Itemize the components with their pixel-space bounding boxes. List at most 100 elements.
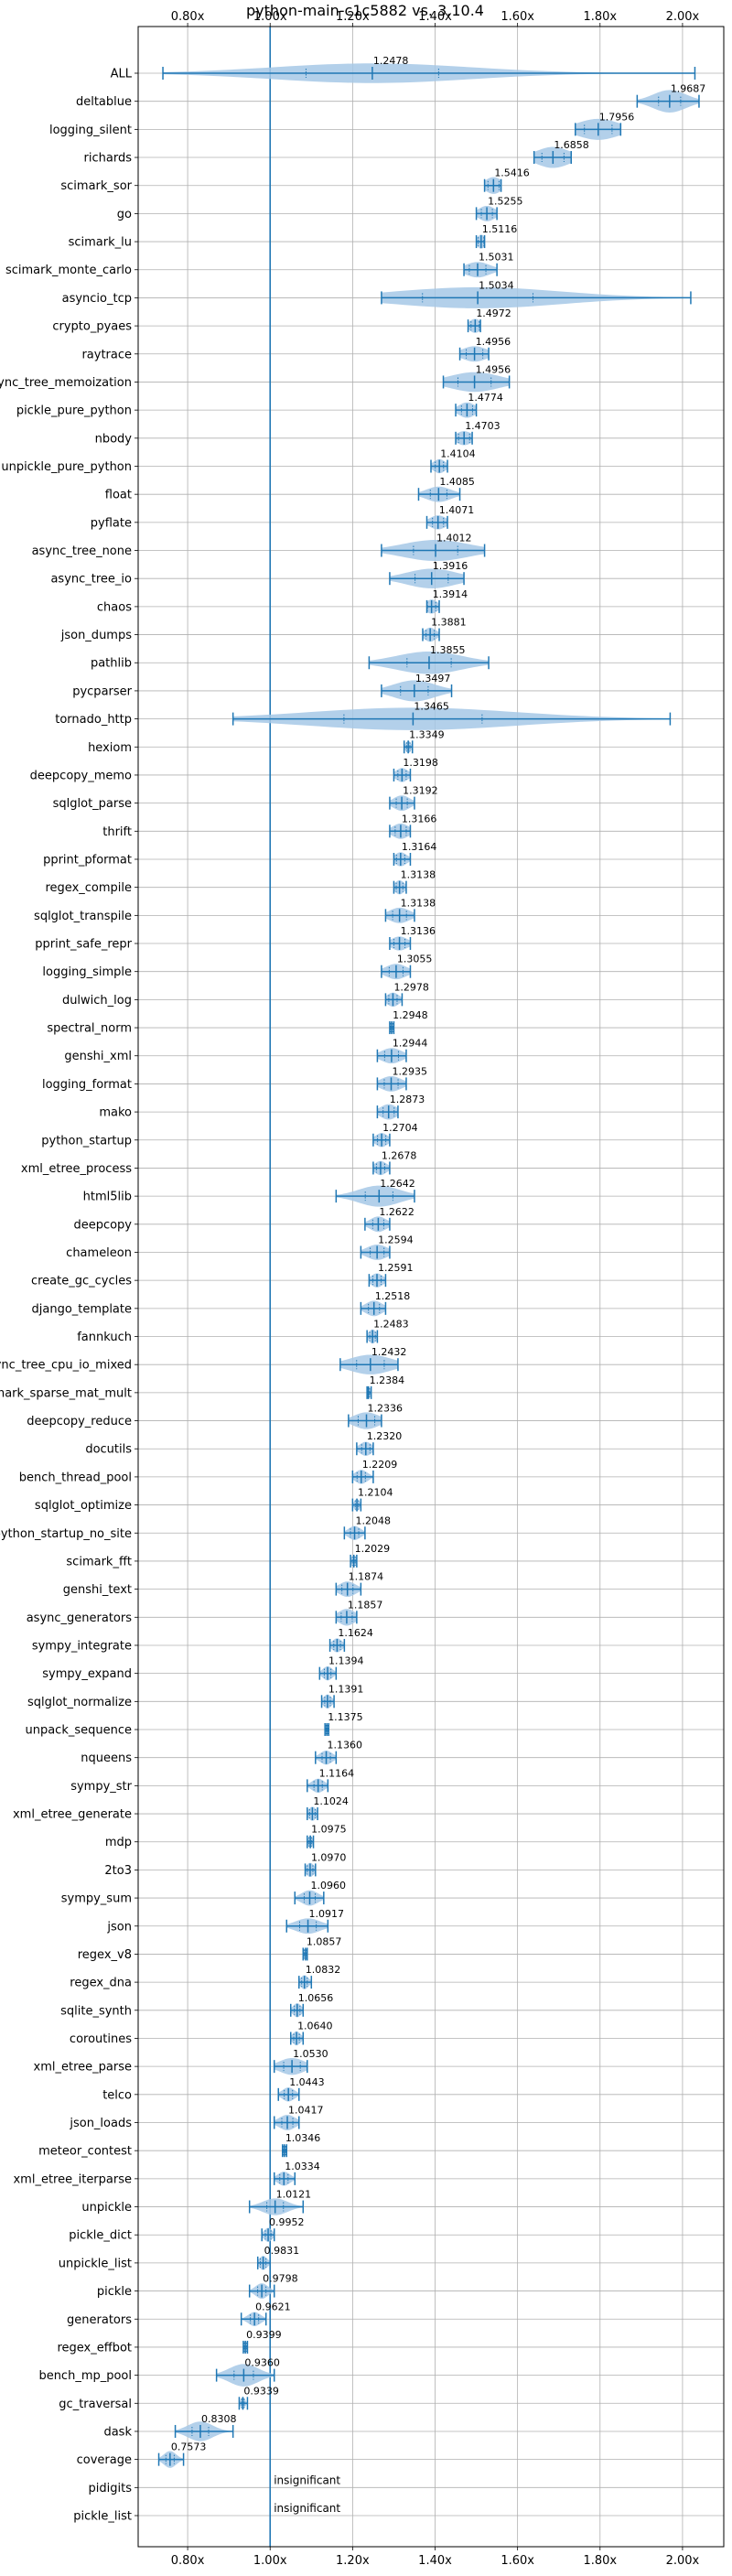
benchmark-violin: 0.8308 [174,2413,236,2441]
y-tick-label: html5lib [83,1191,132,1204]
benchmark-violin: 1.1874 [335,1571,384,1598]
value-label: 1.1857 [348,1599,383,1611]
value-label: 1.2104 [358,1487,393,1499]
benchmark-violin: 1.3349 [403,728,445,754]
y-tick-label: unpickle_pure_python [1,460,132,474]
benchmark-violin: 1.3138 [393,869,436,895]
benchmark-violin: 1.2478 [162,55,696,83]
y-tick-label: xml_etree_generate [13,1808,132,1822]
x-tick-label-top: 1.60x [501,10,534,24]
y-tick-label: sqlglot_optimize [35,1499,132,1513]
y-tick-label: deepcopy_reduce [27,1415,132,1428]
y-tick-label: sympy_integrate [32,1639,132,1653]
value-label: 1.2622 [379,1206,414,1218]
y-tick-label: python_startup [41,1134,132,1148]
benchmark-violin: insignificant [274,2502,340,2515]
value-label: 1.4071 [439,504,475,516]
benchmark-violin: 1.5116 [475,223,518,249]
value-label: 1.5031 [479,252,514,264]
y-tick-label: mdp [105,1836,132,1849]
y-tick-label: ALL [111,68,133,81]
benchmark-violin: 1.3881 [422,617,467,642]
benchmark-violin: 1.3138 [384,897,436,923]
value-label: 1.1874 [349,1571,384,1583]
x-tick-label-bottom: 1.60x [501,2554,534,2568]
benchmark-violin: 1.5416 [483,167,530,194]
benchmark-violin: 1.6858 [533,139,589,168]
value-label: 1.6858 [554,139,589,151]
benchmark-violin: 1.2678 [372,1149,416,1176]
benchmark-violin: 1.2873 [376,1094,425,1120]
value-label: 1.7956 [599,111,635,123]
value-label: 0.7573 [171,2441,207,2453]
benchmark-violin: 1.0960 [294,1880,346,1906]
y-tick-label: deepcopy [73,1218,132,1232]
x-tick-label-top: 1.40x [418,10,452,24]
x-tick-label-top: 1.00x [253,10,287,24]
y-tick-label: pickle_pure_python [16,404,132,418]
x-tick-label-bottom: 2.00x [666,2554,700,2568]
value-label: 1.5116 [482,223,518,235]
benchmark-violin: 1.2384 [366,1374,404,1399]
value-label: 0.9798 [263,2273,298,2285]
value-label: 1.2432 [371,1346,407,1358]
value-label: 1.2483 [373,1319,409,1331]
value-label: 1.9687 [671,83,706,95]
value-label: 1.3855 [430,644,466,656]
benchmark-violin: 1.3166 [389,813,436,839]
benchmark-violin: 1.2518 [360,1290,410,1317]
value-label: 1.3138 [401,897,436,909]
y-tick-label: float [105,489,132,502]
benchmark-violin: 1.0417 [273,2105,324,2130]
value-label: 1.3136 [401,925,436,937]
value-label: 1.1360 [328,1740,363,1751]
y-tick-label: sqlglot_parse [53,797,132,811]
y-tick-label: create_gc_cycles [31,1275,132,1288]
value-label: 1.2320 [367,1430,403,1442]
benchmark-violin: 0.9339 [238,2385,279,2410]
benchmark-violin: 1.3855 [368,644,490,674]
x-tick-label-bottom: 1.40x [418,2554,452,2568]
benchmark-violin: 1.2104 [351,1487,393,1512]
benchmark-violin: 1.4956 [458,336,511,362]
x-tick-label-top: 2.00x [666,10,700,24]
y-tick-label: regex_v8 [78,1948,132,1962]
y-tick-label: json_loads [69,2117,132,2130]
value-label: 1.5255 [488,195,523,207]
y-tick-label: scimark_monte_carlo [5,264,132,277]
y-tick-label: json_dumps [60,629,132,642]
value-label: 1.4104 [440,447,475,459]
benchmark-violin: 1.9687 [636,83,706,113]
value-label: 1.3138 [401,869,436,881]
benchmark-violin: 1.4703 [455,420,501,446]
benchmark-violin: 1.2704 [372,1122,418,1148]
benchmark-violin: 0.9360 [215,2357,280,2387]
benchmark-violin: 1.4956 [442,363,511,393]
benchmark-violin: 1.1391 [320,1683,363,1708]
benchmark-violin: 1.0857 [302,1935,341,1961]
benchmark-violin: 1.3916 [389,560,468,588]
benchmark-violin: 0.9831 [256,2245,299,2270]
insignificant-label: insignificant [274,2502,340,2515]
benchmark-violin: 1.4972 [467,307,511,333]
benchmark-violin: 1.3497 [381,673,453,702]
y-tick-label: python_startup_no_site [0,1527,132,1541]
y-tick-label: dulwich_log [62,994,132,1008]
y-tick-label: pyflate [91,516,132,530]
benchmark-violin: 1.2048 [343,1514,391,1540]
value-label: 1.3055 [397,954,433,965]
value-label: 0.9621 [255,2301,291,2312]
y-tick-label: async_tree_io [50,573,132,587]
value-label: 1.0530 [293,2048,328,2060]
x-tick-label-bottom: 1.80x [583,2554,617,2568]
y-tick-label: pidigits [89,2482,133,2495]
y-tick-label: scimark_sparse_mat_mult [0,1386,132,1400]
y-tick-label: regex_effbot [57,2341,132,2355]
y-tick-label: crypto_pyaes [52,320,132,334]
benchmark-violin: 1.0443 [277,2076,325,2102]
y-tick-label: scimark_sor [60,179,132,193]
y-tick-label: sympy_sum [61,1892,132,1906]
benchmark-violin: 1.2948 [389,1009,428,1035]
value-label: 1.3192 [403,785,438,797]
benchmark-violin: 1.2594 [360,1234,414,1260]
